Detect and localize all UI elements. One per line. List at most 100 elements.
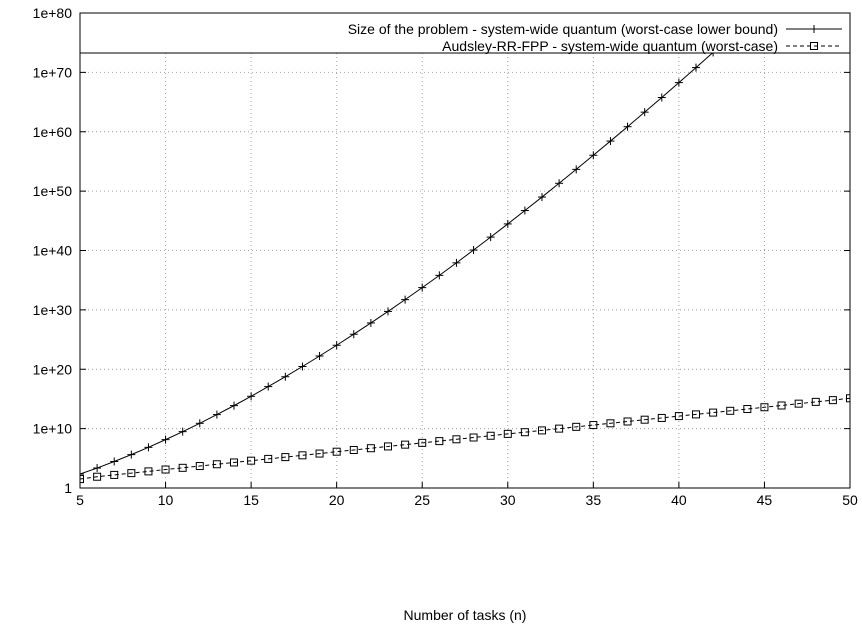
series-1-point bbox=[538, 426, 546, 435]
y-tick-label: 1e+50 bbox=[33, 183, 73, 199]
series-0-point bbox=[555, 179, 564, 188]
series-0-point bbox=[144, 443, 153, 452]
series-0-point bbox=[127, 450, 136, 459]
series-1-point bbox=[212, 460, 221, 469]
y-tick-label: 1e+70 bbox=[33, 64, 73, 80]
axes: 5 10 15 20 25 30 35 40 45 50 1 1e+10 1e+20 1e+30 1e+40… bbox=[33, 5, 858, 508]
series-0-point bbox=[178, 427, 187, 436]
series-0-point bbox=[298, 362, 307, 371]
series-0-point bbox=[674, 78, 683, 87]
series-1-point bbox=[80, 475, 84, 484]
legend-sample-series-1 bbox=[786, 42, 842, 50]
series-0-point bbox=[349, 330, 358, 339]
series-1-point bbox=[230, 458, 238, 467]
series-0-point bbox=[503, 219, 512, 228]
x-tick-label: 10 bbox=[158, 492, 174, 508]
series-1-line bbox=[80, 397, 850, 480]
series-1-point bbox=[726, 406, 735, 415]
series-1-point bbox=[435, 437, 444, 446]
y-tick-label: 1e+40 bbox=[33, 243, 73, 259]
grid bbox=[80, 13, 850, 488]
x-tick-label: 15 bbox=[243, 492, 259, 508]
series-0-line bbox=[80, 13, 758, 475]
x-tick-label: 25 bbox=[414, 492, 430, 508]
series-1-point bbox=[264, 454, 273, 463]
series-0-point bbox=[80, 470, 84, 479]
series-1-point bbox=[401, 440, 410, 449]
series-1-point bbox=[247, 456, 256, 465]
series-0-point bbox=[572, 165, 581, 174]
y-tick-label: 1e+60 bbox=[33, 124, 73, 140]
series-1-point bbox=[760, 403, 769, 412]
legend: Size of the problem - system-wide quantu… bbox=[79, 12, 851, 54]
series-1-point bbox=[486, 431, 495, 440]
y-tick-label: 1e+80 bbox=[33, 5, 73, 21]
series-1-point bbox=[692, 410, 700, 419]
series-1-point bbox=[572, 422, 581, 431]
series-1-point bbox=[640, 415, 649, 424]
y-tick-label: 1e+30 bbox=[33, 302, 73, 318]
series-0-point bbox=[110, 457, 119, 466]
series-1-point bbox=[503, 429, 512, 438]
series-1-point bbox=[846, 394, 850, 403]
series-0-point bbox=[401, 295, 410, 304]
legend-label-series-0: Size of the problem - system-wide quantu… bbox=[348, 21, 778, 37]
series-0-point bbox=[486, 233, 495, 242]
series-1-point bbox=[794, 399, 803, 408]
series-0-point bbox=[469, 246, 478, 255]
series-0-point bbox=[366, 318, 375, 327]
series-0-point bbox=[281, 372, 290, 381]
series-0-point bbox=[692, 63, 700, 72]
y-tick-label: 1 bbox=[64, 480, 72, 496]
legend-marker bbox=[810, 25, 818, 33]
series-0-point bbox=[332, 341, 341, 350]
x-tick-label: 5 bbox=[76, 492, 84, 508]
series-0-point bbox=[657, 93, 666, 102]
series-1-point bbox=[606, 419, 615, 428]
series-1-point bbox=[127, 469, 136, 478]
series-1-point bbox=[777, 401, 786, 410]
series-0-point bbox=[93, 464, 102, 473]
x-tick-label: 45 bbox=[757, 492, 773, 508]
series-1-point bbox=[589, 421, 598, 430]
legend-sample-series-0 bbox=[786, 25, 842, 33]
series-1-point bbox=[709, 408, 718, 417]
series-1-point bbox=[469, 433, 478, 442]
series-1-point bbox=[520, 428, 529, 437]
series-1-point bbox=[743, 405, 752, 414]
series-0-point bbox=[452, 258, 461, 267]
series-0-point bbox=[384, 307, 392, 316]
x-axis-label: Number of tasks (n) bbox=[404, 607, 527, 623]
series-1-point bbox=[674, 412, 683, 421]
series-1-point bbox=[144, 467, 153, 476]
series-1-point bbox=[418, 438, 427, 447]
legend-marker bbox=[810, 42, 818, 50]
legend-label-series-1: Audsley-RR-FPP - system-wide quantum (wo… bbox=[442, 38, 778, 54]
series-1-point bbox=[178, 463, 187, 472]
series-1-point bbox=[161, 465, 170, 474]
series-1-point bbox=[332, 447, 341, 456]
x-tick-label: 35 bbox=[586, 492, 602, 508]
series-0-point bbox=[230, 401, 238, 410]
series-1-point bbox=[452, 435, 461, 444]
series-0-point bbox=[606, 137, 615, 146]
series-1-point bbox=[110, 470, 119, 479]
series-1-point bbox=[384, 442, 392, 451]
series-0-point bbox=[212, 410, 221, 419]
series-1-point bbox=[366, 444, 375, 453]
series-1-point bbox=[281, 453, 290, 462]
x-tick-label: 50 bbox=[842, 492, 858, 508]
series-0-point bbox=[623, 122, 632, 131]
y-tick-label: 1e+20 bbox=[33, 361, 73, 377]
series-1-point bbox=[828, 396, 837, 405]
series-1-point bbox=[657, 413, 666, 422]
series-0-point bbox=[195, 419, 204, 428]
series-1-point bbox=[555, 424, 564, 433]
legend-box bbox=[79, 12, 851, 54]
series-0-point bbox=[264, 382, 273, 391]
series-0-point bbox=[315, 352, 324, 361]
x-tick-label: 40 bbox=[671, 492, 687, 508]
series-0-point bbox=[435, 271, 444, 280]
x-tick-label: 20 bbox=[329, 492, 345, 508]
